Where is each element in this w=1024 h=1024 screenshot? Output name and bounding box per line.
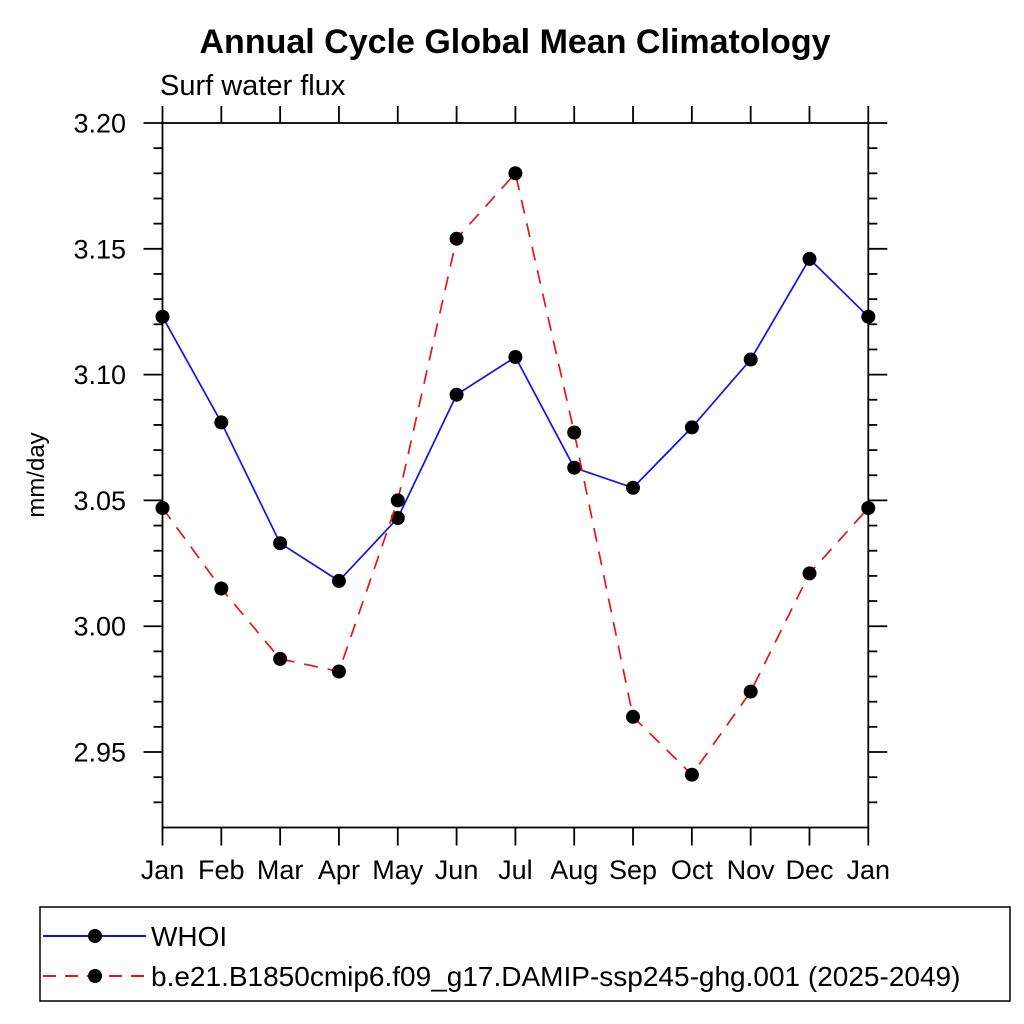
- series-layer: [155, 166, 876, 782]
- data-point-marker: [155, 309, 170, 324]
- x-tick-label: May: [372, 855, 424, 885]
- x-tick-label: Jul: [498, 855, 533, 885]
- data-point-marker: [802, 251, 817, 266]
- x-tick-label: Oct: [671, 855, 714, 885]
- data-point-marker: [390, 511, 405, 525]
- data-point-marker: [802, 566, 817, 581]
- data-point-marker: [155, 501, 170, 515]
- x-tick-label: Nov: [727, 855, 776, 885]
- data-point-marker: [508, 166, 523, 181]
- data-point-marker: [626, 480, 640, 495]
- data-point-marker: [567, 425, 582, 440]
- plot-frame: [161, 122, 870, 829]
- data-point-marker: [684, 767, 699, 782]
- legend-marker-1: [88, 969, 102, 983]
- data-point-marker: [390, 493, 405, 508]
- data-point-marker: [743, 352, 758, 367]
- x-tick-label: Feb: [198, 855, 245, 885]
- y-tick-label: 3.20: [73, 109, 126, 139]
- y-axis-label: mm/day: [23, 432, 50, 517]
- series-line-0: [161, 257, 869, 582]
- data-point-marker: [331, 573, 346, 588]
- data-point-marker: [743, 684, 758, 699]
- x-tick-label: Mar: [257, 855, 304, 885]
- legend-glyphs: [43, 929, 146, 983]
- data-point-marker: [331, 664, 346, 679]
- data-point-marker: [567, 460, 582, 475]
- data-point-marker: [273, 536, 288, 551]
- data-point-marker: [449, 231, 464, 246]
- legend-box: [39, 906, 1011, 1002]
- data-point-marker: [214, 415, 229, 430]
- y-tick-label: 3.15: [73, 234, 126, 264]
- data-point-marker: [861, 501, 876, 515]
- data-point-marker: [508, 350, 523, 364]
- x-tick-label: Apr: [318, 855, 360, 885]
- y-tick-label: 3.10: [73, 360, 126, 390]
- x-tick-label: Aug: [550, 855, 598, 885]
- data-point-marker: [626, 709, 640, 724]
- series-line-1: [161, 171, 869, 777]
- data-point-marker: [273, 651, 288, 666]
- x-tick-label: Jun: [435, 855, 479, 885]
- chart-title: Annual Cycle Global Mean Climatology: [200, 23, 831, 61]
- y-tick-label: 3.00: [73, 612, 126, 642]
- y-tick-label: 3.05: [73, 486, 126, 516]
- legend-label-model: b.e21.B1850cmip6.f09_g17.DAMIP-ssp245-gh…: [151, 961, 960, 992]
- x-tick-label: Dec: [785, 855, 833, 885]
- axes-layer: Jan Feb Mar Apr May Jun Jul Aug Sep Oct Nov Dec Jan 2…: [73, 106, 890, 885]
- x-tick-label: Jan: [141, 855, 185, 885]
- legend-label-whoi: WHOI: [151, 921, 227, 952]
- chart-subtitle: Surf water flux: [160, 70, 346, 102]
- data-point-marker: [861, 309, 876, 324]
- x-tick-label: Sep: [609, 855, 657, 885]
- legend-marker-0: [88, 929, 102, 943]
- data-point-marker: [214, 581, 229, 596]
- data-point-marker: [449, 387, 464, 402]
- y-tick-label: 2.95: [73, 738, 126, 768]
- data-point-marker: [684, 420, 699, 435]
- x-tick-label: Jan: [847, 855, 891, 885]
